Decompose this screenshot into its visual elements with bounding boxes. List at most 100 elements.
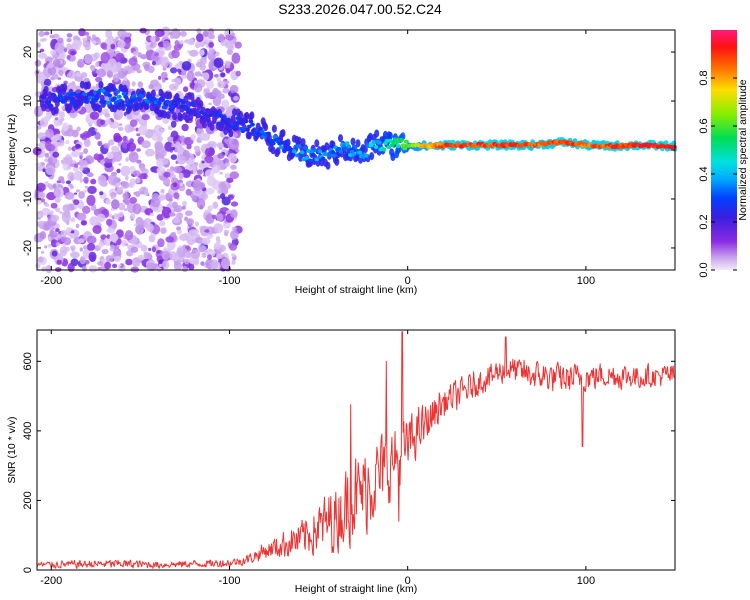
noise-blob [160,57,169,68]
noise-blob [113,73,120,82]
noise-blob [130,119,138,127]
ridge-cell [51,93,56,97]
y-tick-label: -20 [22,240,34,256]
ridge-cell [330,150,335,154]
y-tick-label: -10 [22,191,34,207]
ridge-cell [236,116,241,120]
noise-blob [176,226,181,230]
noise-blob [182,206,186,210]
ridge-cell [83,100,88,104]
noise-blob [87,186,97,194]
noise-blob [55,208,60,213]
noise-blob [78,191,85,199]
noise-blob [173,217,180,224]
noise-blob [217,189,222,194]
noise-blob [169,212,175,217]
noise-blob [108,58,117,70]
ridge-cell [95,96,100,100]
noise-blob [159,221,165,227]
noise-blob [56,242,60,246]
noise-blob [100,42,107,49]
noise-blob [57,260,62,265]
noise-blob [107,228,115,234]
ridge-halo [326,162,331,170]
noise-blob [195,41,200,48]
ridge-cell [224,121,229,125]
noise-blob [133,192,136,195]
noise-blob [97,261,103,266]
noise-blob [129,197,137,204]
noise-blob [51,203,58,209]
noise-blob [162,210,170,217]
noise-blob [150,36,156,42]
noise-blob [154,52,159,56]
noise-blob [179,173,184,179]
noise-blob [150,129,155,133]
noise-blob [136,148,141,151]
ridge-cell [56,99,61,103]
noise-blob [36,162,40,167]
noise-blob [84,139,91,147]
noise-blob [233,96,239,101]
noise-blob [152,247,156,253]
noise-blob [53,188,61,197]
noise-blob [163,41,170,48]
noise-blob [50,35,55,39]
noise-blob [70,245,76,250]
noise-blob [175,78,181,86]
noise-blob [119,123,122,125]
noise-blob [173,183,178,188]
noise-blob [39,192,46,198]
noise-blob [191,249,201,259]
noise-blob [69,233,74,239]
ridge-cell [332,154,337,158]
ridge-cell [117,95,122,99]
noise-blob [225,161,228,163]
ridge-halo [167,92,172,100]
noise-blob [180,182,183,186]
noise-blob [70,51,76,56]
noise-blob [200,261,204,266]
noise-blob [129,178,135,186]
noise-blob [77,61,83,67]
ridge-halo [388,132,393,140]
noise-blob [83,245,88,249]
ridge-cell [314,158,319,162]
noise-blob [148,66,155,73]
noise-blob [45,203,50,207]
noise-blob [48,237,51,241]
ridge-cell [311,153,316,157]
noise-blob [217,81,225,88]
noise-blob [102,249,109,254]
noise-blob [230,165,237,170]
noise-blob [159,264,162,267]
noise-blob [57,38,64,44]
noise-blob [99,191,103,195]
ridge-cell [399,138,404,142]
noise-blob [206,188,214,195]
noise-blob [188,229,197,240]
ridge-halo [151,89,156,97]
ridge-cell [377,141,382,145]
ridge-cell [135,97,140,101]
colorbar-tick-label: 0.0 [698,262,710,277]
noise-blob [187,71,195,81]
noise-blob [194,83,202,93]
noise-blob [59,211,62,213]
noise-blob [42,38,47,42]
noise-blob [80,247,83,251]
noise-blob [160,227,166,234]
noise-blob [228,195,234,200]
noise-blob [203,72,210,80]
y-tick-label: 200 [22,491,34,509]
noise-blob [95,62,99,68]
noise-blob [52,251,58,257]
noise-blob [68,263,75,272]
snr-background [37,330,675,570]
noise-blob [195,260,199,266]
noise-blob [155,94,159,97]
noise-blob [139,165,145,171]
noise-blob [177,146,185,153]
noise-blob [169,251,177,261]
colorbar-gradient [711,30,737,270]
